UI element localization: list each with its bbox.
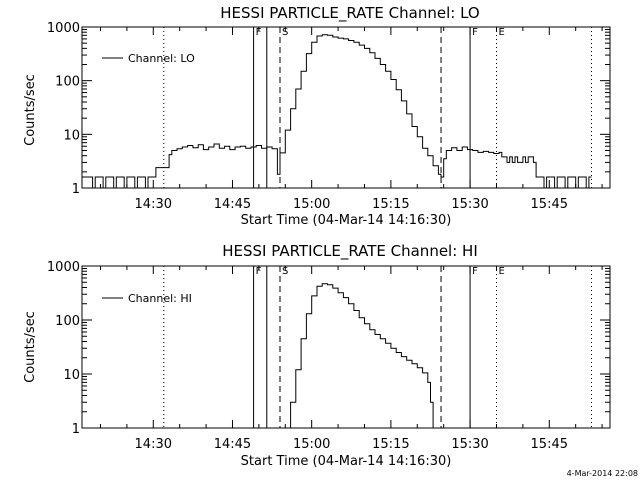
lo-legend-label: Channel: LO: [128, 52, 195, 65]
event-marker-label: E: [498, 266, 504, 277]
y-tick-label: 100: [55, 75, 80, 90]
lo-channel-plot: HESSI PARTICLE_RATE Channel: LO Start Ti…: [23, 4, 611, 228]
x-tick-label: 14:30: [135, 197, 172, 212]
hi-legend-label: Channel: HI: [128, 292, 192, 305]
x-tick-label: 15:30: [451, 437, 488, 452]
x-tick-label: 15:15: [372, 197, 409, 212]
x-tick-label: 15:30: [451, 197, 488, 212]
y-tick-label: 1: [72, 182, 80, 197]
plot-frame: [81, 265, 611, 429]
x-tick-label: 15:15: [372, 437, 409, 452]
plot-frame: [81, 26, 611, 189]
x-tick-label: 15:00: [293, 437, 330, 452]
x-tick-label: 14:45: [214, 437, 251, 452]
x-tick-label: 15:00: [293, 197, 330, 212]
y-tick-label: 1000: [47, 21, 80, 36]
lo-x-axis-label: Start Time (04-Mar-14 14:16:30): [241, 213, 452, 228]
hi-series: [287, 283, 434, 429]
event-marker-label: E: [498, 27, 504, 38]
hi-x-axis-label: Start Time (04-Mar-14 14:16:30): [241, 454, 452, 469]
event-marker-label: F: [472, 266, 478, 277]
x-tick-label: 15:45: [531, 197, 568, 212]
lo-y-axis-label: Counts/sec: [23, 74, 38, 146]
lo-plot-title: HESSI PARTICLE_RATE Channel: LO: [220, 4, 479, 23]
lo-axes: 14:30 14:45 15:00 15:15 15:30 15:45 1 10 100 1000: [47, 21, 611, 212]
y-tick-label: 100: [55, 314, 80, 329]
hi-plot-title: HESSI PARTICLE_RATE Channel: HI: [222, 242, 478, 261]
event-marker-label: F: [256, 266, 262, 277]
series-line: [287, 283, 434, 429]
y-tick-label: 10: [63, 368, 80, 383]
lo-series: [82, 34, 592, 189]
event-marker-label: F: [472, 27, 478, 38]
x-tick-label: 14:30: [135, 437, 172, 452]
y-tick-label: 10: [63, 128, 80, 143]
footer-timestamp: 4-Mar-2014 22:08: [567, 469, 638, 478]
event-marker-label: F: [256, 27, 262, 38]
event-marker-label: S: [282, 266, 288, 277]
x-tick-label: 14:45: [214, 197, 251, 212]
series-line: [82, 34, 592, 189]
x-tick-label: 15:45: [531, 437, 568, 452]
y-tick-label: 1: [72, 422, 80, 437]
hi-channel-plot: HESSI PARTICLE_RATE Channel: HI Start Ti…: [23, 242, 611, 469]
hi-y-axis-label: Counts/sec: [23, 311, 38, 383]
event-marker-label: S: [282, 27, 288, 38]
hi-axes: 14:30 14:45 15:00 15:15 15:30 15:45 1 10 100 1000: [47, 260, 611, 452]
y-tick-label: 1000: [47, 260, 80, 275]
